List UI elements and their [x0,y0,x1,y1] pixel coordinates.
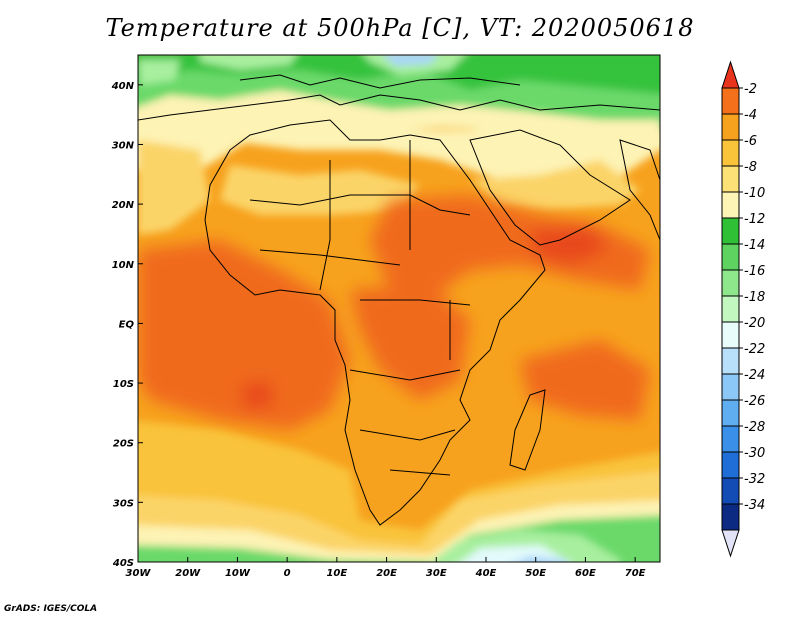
lon-label: 20E [376,568,397,579]
colorbar-label: -18 [744,290,765,305]
lon-label: 60E [575,568,596,579]
lon-label: 10E [326,568,347,579]
colorbar-swatch [721,503,740,531]
lat-label: 20N [112,200,135,211]
lon-label: 70E [625,568,646,579]
credit-text: GrADS: IGES/COLA [4,604,98,614]
colorbar-swatch [721,477,740,505]
lon-label: 10W [225,568,251,579]
colorbar-label: -28 [744,420,765,435]
colorbar-label: -2 [744,82,757,97]
lat-label: EQ [119,319,135,330]
lat-label: 30S [113,498,134,509]
colorbar-swatch [721,425,740,453]
map-frame [137,54,661,563]
colorbar-label: -6 [744,134,757,149]
colorbar-label: -24 [744,368,765,383]
colorbar-label: -22 [744,342,765,357]
lat-label: 40S [112,558,134,569]
colorbar-label: -30 [744,446,765,461]
colorbar: -2 -4 -6 -8 -10 -12 -14 -16 -18 -20 -22 -24 -26 -28 -3… [721,60,765,558]
colorbar-swatch [721,87,740,115]
colorbar-label: -10 [744,186,765,201]
map-title: Temperature at 500hPa [C], VT: 202005061… [105,14,695,42]
colorbar-bottom-triangle [721,529,740,558]
lat-label: 10S [113,379,134,390]
lat-label: 30N [112,140,135,151]
colorbar-swatch [721,217,740,245]
colorbar-label: -26 [744,394,765,409]
colorbar-swatch [721,347,740,375]
colorbar-swatch [721,113,740,141]
colorbar-swatch [721,269,740,297]
lon-label: 0 [284,568,291,579]
longitude-axis: 30W 20W 10W 0 10E 20E 30E 40E 50E 60E 70E [126,557,646,579]
colorbar-swatch [721,451,740,479]
lon-label: 30W [126,568,152,579]
colorbar-label: -16 [744,264,765,279]
lon-label: 40E [475,568,497,579]
lat-label: 10N [112,260,135,271]
colorbar-label: -8 [744,160,757,175]
colorbar-label: -32 [744,472,765,487]
lat-label: 20S [113,439,134,450]
colorbar-swatch [721,321,740,349]
colorbar-swatch [721,295,740,323]
colorbar-label: -34 [744,498,765,513]
latitude-axis: 40N 30N 20N 10N EQ 10S 20S 30S 40S [111,81,143,569]
colorbar-swatch [721,243,740,271]
colorbar-swatch [721,191,740,219]
colorbar-swatch [721,399,740,427]
colorbar-label: -12 [744,212,765,227]
colorbar-swatch [721,373,740,401]
colorbar-top-triangle [721,60,740,89]
colorbar-label: -4 [744,108,757,123]
lon-label: 30E [426,568,447,579]
coastlines [138,74,660,526]
colorbar-swatch [721,139,740,167]
temperature-field [138,55,660,562]
lon-label: 20W [175,568,201,579]
colorbar-label: -14 [744,238,765,253]
colorbar-swatch [721,165,740,193]
lon-label: 50E [525,568,546,579]
colorbar-label: -20 [744,316,765,331]
lat-label: 40N [111,81,135,92]
